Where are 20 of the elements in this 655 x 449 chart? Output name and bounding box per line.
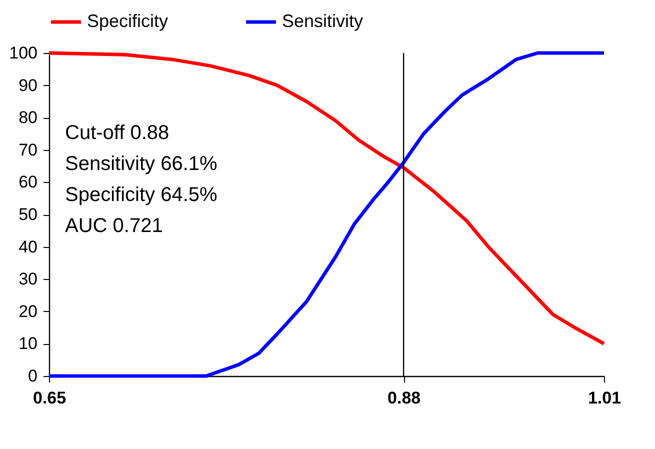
y-tick-label: 60 <box>18 172 38 192</box>
x-tick-label: 1.01 <box>588 388 622 408</box>
y-tick-label: 80 <box>18 108 38 128</box>
x-tick-label: 0.88 <box>388 388 421 408</box>
y-tick-label: 10 <box>18 334 38 354</box>
y-tick-label: 30 <box>18 270 38 289</box>
annotation: AUC 0.721 <box>65 215 163 237</box>
y-tick-label: 100 <box>9 44 38 62</box>
y-tick-label: 40 <box>18 237 38 256</box>
y-tick-label: 70 <box>18 140 38 160</box>
annotation: Cut-off 0.88 <box>65 122 170 144</box>
y-tick-label: 90 <box>18 76 38 95</box>
legend-label: Sensitivity <box>282 11 364 31</box>
x-tick-label: 0.65 <box>32 388 66 408</box>
legend-label: Specificity <box>87 11 168 31</box>
y-tick-label: 0 <box>28 366 38 386</box>
y-tick-label: 50 <box>18 205 38 224</box>
y-tick-label: 20 <box>18 302 38 321</box>
annotation: Sensitivity 66.1% <box>65 153 218 175</box>
annotation: Specificity 64.5% <box>65 184 218 206</box>
